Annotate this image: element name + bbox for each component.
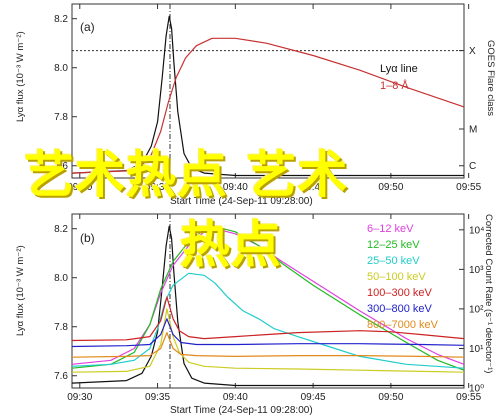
panel-a: 09:3009:3509:4009:4509:5009:5510:0010:05…: [15, 3, 496, 207]
series-line-1-8-: [71, 37, 465, 174]
legend-b-1: 12–25 keV: [367, 239, 420, 251]
legend-b-6: 800–7000 keV: [367, 319, 439, 331]
right-tick-label: 10²: [469, 304, 484, 315]
x-tick-label: 09:30: [67, 392, 92, 403]
panel-a-label: (a): [80, 20, 95, 34]
legend-b-4: 100–300 keV: [367, 287, 432, 299]
right-tick-label: C: [469, 161, 476, 172]
legend-b-0: 6–12 keV: [367, 223, 414, 235]
series-line-12-25-kev: [71, 227, 465, 371]
legend-a-0: Lyα line: [380, 63, 418, 75]
x-tick-label: 09:45: [301, 182, 326, 193]
x-tick-label: 09:50: [378, 182, 403, 193]
panel-b-ylabel-right: Corrected Count Rate (s⁻¹ detector⁻¹): [483, 214, 494, 373]
y-tick-label: 7.6: [54, 161, 68, 172]
panel-a-series: [71, 15, 465, 177]
y-tick-label: 7.8: [54, 112, 68, 123]
x-tick-label: 09:50: [378, 392, 403, 403]
legend-a-1: 1–8 Å: [380, 79, 409, 92]
panel-a-ylabel-right: GOES Flare class: [485, 40, 496, 116]
panel-a-legend: Lyα line 1–8 Å: [380, 63, 418, 92]
panel-a-frame: [71, 3, 465, 179]
series-line-ly-line: [71, 225, 464, 387]
panel-a-y-ticks: 7.6 7.8 8.0 8.2: [54, 14, 77, 172]
series-line-6-12-kev: [71, 229, 465, 365]
y-tick-label: 7.6: [54, 371, 68, 382]
y-tick-label: 7.8: [54, 322, 68, 333]
right-tick-label: 10⁰: [469, 384, 484, 395]
x-tick-label: 09:45: [301, 392, 326, 403]
x-tick-label: 09:30: [67, 182, 92, 193]
right-tick-label: 10³: [469, 265, 484, 276]
right-tick-label: M: [469, 124, 477, 135]
y-tick-label: 8.2: [54, 14, 68, 25]
panel-a-xlabel: Start Time (24-Sep-11 09:28:00): [170, 196, 313, 207]
panel-b-xlabel: Start Time (24-Sep-11 09:28:00): [170, 405, 313, 416]
y-tick-label: 8.0: [54, 63, 68, 74]
panel-b-series: [71, 225, 465, 387]
x-tick-label: 09:40: [223, 182, 248, 193]
legend-b-5: 300–800 keV: [367, 303, 432, 315]
x-tick-label: 09:55: [456, 182, 481, 193]
legend-b-2: 25–50 keV: [367, 255, 420, 267]
right-tick-label: 10¹: [469, 344, 484, 355]
panel-a-right-ticks: X M C: [459, 46, 477, 172]
x-tick-label: 09:40: [223, 392, 248, 403]
panel-b-y-ticks: 7.6 7.8 8.0 8.2: [54, 224, 77, 382]
panel-b-label: (b): [80, 231, 95, 245]
series-line-300-800-kev: [71, 318, 465, 348]
y-tick-label: 8.2: [54, 224, 68, 235]
y-tick-label: 8.0: [54, 273, 68, 284]
panel-b-right-ticks: 10⁴ 10³ 10² 10¹ 10⁰: [459, 225, 484, 395]
panel-a-ylabel: Lyα flux (10⁻³ W m⁻²): [15, 31, 26, 122]
series-line-800-7000-kev: [71, 332, 465, 358]
panel-b: 09:3009:3509:4009:4509:5009:5510:0010:05…: [15, 213, 494, 416]
watermark-line-2: 热点: [180, 216, 282, 274]
series-line-ly-line: [71, 15, 464, 177]
right-tick-label: 10⁴: [469, 225, 484, 236]
series-line-50-100-kev: [71, 308, 465, 373]
watermark-line-1: 艺术热点 艺术: [24, 146, 349, 204]
x-tick-label: 09:35: [145, 392, 170, 403]
panel-b-ylabel: Lyα flux (10⁻³ W m⁻²): [15, 245, 26, 336]
right-tick-label: X: [469, 46, 476, 57]
x-tick-label: 09:35: [145, 182, 170, 193]
panel-b-legend: 6–12 keV 12–25 keV 25–50 keV 50–100 keV …: [367, 223, 439, 331]
legend-b-3: 50–100 keV: [367, 271, 426, 283]
panel-b-frame: [71, 213, 465, 389]
series-line-100-300-kev: [71, 296, 465, 342]
series-line-25-50-kev: [71, 272, 465, 369]
x-tick-label: 09:55: [456, 392, 481, 403]
